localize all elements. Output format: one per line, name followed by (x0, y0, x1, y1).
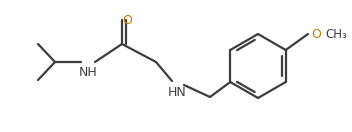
Text: HN: HN (168, 86, 186, 100)
Text: NH: NH (78, 65, 98, 79)
Text: O: O (311, 27, 321, 41)
Text: CH₃: CH₃ (325, 27, 347, 41)
Text: O: O (122, 13, 132, 27)
